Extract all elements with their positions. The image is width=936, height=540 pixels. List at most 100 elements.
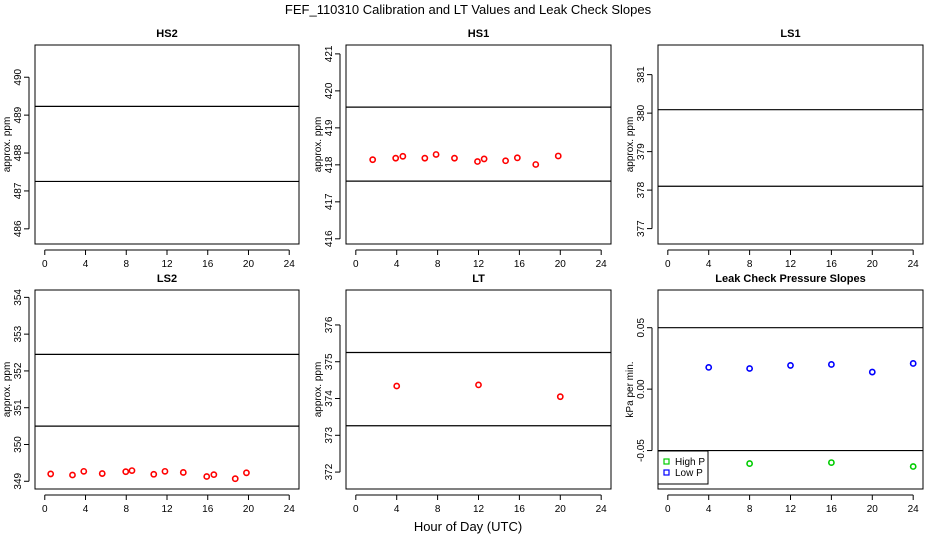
x-tick-label: 12 xyxy=(161,259,173,270)
data-point-ls2 xyxy=(150,470,158,478)
x-tick-label: 24 xyxy=(908,259,920,270)
y-axis-label: approx. ppm xyxy=(2,362,13,418)
x-tick-label: 0 xyxy=(353,504,359,515)
y-tick-label: 377 xyxy=(636,220,647,237)
data-point-ls2 xyxy=(161,467,169,475)
y-tick-label: 350 xyxy=(13,436,24,453)
x-tick-label: 24 xyxy=(908,504,920,515)
y-tick-label: 381 xyxy=(636,66,647,83)
y-tick-label: 487 xyxy=(13,182,24,199)
plot-frame xyxy=(657,289,924,490)
x-tick-label: 16 xyxy=(514,259,526,270)
x-tick-label: 0 xyxy=(42,504,48,515)
legend-label: High P xyxy=(675,457,705,468)
x-tick-label: 16 xyxy=(202,259,214,270)
y-tick-label: 380 xyxy=(636,104,647,121)
x-tick-label: 16 xyxy=(514,504,526,515)
data-point-ls2 xyxy=(210,471,218,479)
panel-leak-check-pressure-slopes: Leak Check Pressure Slopes kPa per min. 0 4… xyxy=(625,273,924,515)
y-axis-label: kPa per min. xyxy=(625,361,636,417)
data-point-ls2 xyxy=(69,471,76,479)
y-tick-label: 378 xyxy=(636,181,647,198)
y-axis-label: approx. ppm xyxy=(625,117,636,173)
y-tick-label: 488 xyxy=(13,144,24,161)
data-point-hs1 xyxy=(399,152,407,160)
data-point-ls2 xyxy=(98,470,106,477)
data-point-lt xyxy=(556,393,564,401)
x-tick-label: 12 xyxy=(785,259,797,270)
data-point-hs1 xyxy=(432,151,440,158)
x-tick-label: 20 xyxy=(867,504,879,515)
x-tick-label: 8 xyxy=(747,504,753,515)
x-tick-label: 20 xyxy=(555,259,567,270)
x-tick-label: 20 xyxy=(243,504,255,515)
y-tick-label: 418 xyxy=(324,156,335,173)
x-tick-label: 12 xyxy=(473,259,485,270)
y-tick-label: 372 xyxy=(324,463,335,480)
data-point-ls2 xyxy=(203,473,211,480)
x-tick-label: 8 xyxy=(123,259,129,270)
y-tick-label: 352 xyxy=(13,362,24,379)
legend-swatch xyxy=(663,469,670,476)
y-axis-label: approx. ppm xyxy=(313,117,324,173)
x-tick-label: 16 xyxy=(826,504,838,515)
data-point-hs1 xyxy=(451,154,458,162)
y-tick-label: 0.00 xyxy=(636,379,647,399)
y-tick-label: 489 xyxy=(13,106,24,123)
x-tick-label: 24 xyxy=(284,504,296,515)
x-tick-label: 12 xyxy=(785,504,797,515)
y-tick-label: 349 xyxy=(13,472,24,489)
panel-ls1: LS1 approx. ppm 0 4 8 12 16 20 24 377 378 379 380 381 xyxy=(625,28,924,270)
data-point-low-p xyxy=(868,368,876,376)
data-point-lt xyxy=(475,381,482,389)
x-tick-label: 4 xyxy=(394,259,400,270)
plot-frame xyxy=(345,44,612,245)
panel-ls2: LS2 approx. ppm 0 4 8 12 16 20 24 349 350 351 352 353… xyxy=(2,273,300,515)
x-tick-label: 20 xyxy=(243,259,255,270)
data-point-low-p xyxy=(746,365,754,372)
x-tick-label: 20 xyxy=(867,259,879,270)
data-point-lt xyxy=(393,382,401,390)
x-tick-label: 12 xyxy=(473,504,485,515)
x-tick-label: 8 xyxy=(747,259,753,270)
x-axis-label: Hour of Day (UTC) xyxy=(414,519,522,534)
panel-hs1: HS1 approx. ppm 0 4 8 12 16 20 24 416 417 418 419 420… xyxy=(313,28,612,270)
data-point-ls2 xyxy=(80,467,88,475)
data-point-low-p xyxy=(909,360,917,367)
y-tick-label: -0.05 xyxy=(636,439,647,462)
y-tick-label: 417 xyxy=(324,193,335,210)
plot-frame xyxy=(345,289,612,490)
data-point-hs1 xyxy=(532,161,540,168)
data-point-hs1 xyxy=(513,154,521,162)
x-tick-label: 24 xyxy=(596,504,608,515)
legend-swatch xyxy=(663,458,670,465)
x-tick-label: 4 xyxy=(394,504,400,515)
data-point-high-p xyxy=(746,460,754,467)
panel-title: HS1 xyxy=(468,28,489,40)
data-point-ls2 xyxy=(231,475,239,483)
panel-hs2: HS2 approx. ppm 0 4 8 12 16 20 24 486 487 488 489 490 xyxy=(2,28,300,270)
x-tick-label: 0 xyxy=(665,504,671,515)
figure-title: FEF_110310 Calibration and LT Values and… xyxy=(285,2,652,17)
y-tick-label: 421 xyxy=(324,45,335,62)
y-tick-label: 353 xyxy=(13,325,24,342)
data-point-hs1 xyxy=(421,154,429,162)
data-point-ls2 xyxy=(128,467,136,475)
y-tick-label: 486 xyxy=(13,220,24,237)
x-tick-label: 20 xyxy=(555,504,567,515)
plot-frame xyxy=(34,289,300,490)
y-tick-label: 490 xyxy=(13,68,24,85)
x-tick-label: 8 xyxy=(435,259,441,270)
panel-title: LT xyxy=(472,273,485,285)
panel-title: LS1 xyxy=(780,28,800,40)
y-tick-label: 354 xyxy=(13,289,24,306)
x-tick-label: 24 xyxy=(596,259,608,270)
data-point-hs1 xyxy=(392,154,400,162)
x-tick-label: 0 xyxy=(665,259,671,270)
data-point-low-p xyxy=(827,361,835,368)
y-tick-label: 379 xyxy=(636,143,647,160)
data-point-ls2 xyxy=(243,469,250,477)
panel-title: Leak Check Pressure Slopes xyxy=(715,273,865,285)
y-tick-label: 420 xyxy=(324,82,335,99)
